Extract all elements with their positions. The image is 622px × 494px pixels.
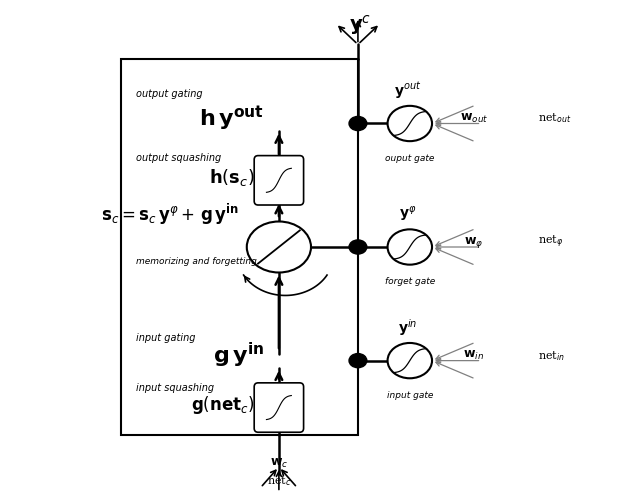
Text: output gating: output gating [136,89,202,99]
Ellipse shape [349,354,367,368]
Text: net$_{\varphi}$: net$_{\varphi}$ [538,234,564,250]
FancyBboxPatch shape [254,383,304,432]
Text: $\mathbf{y}^c$: $\mathbf{y}^c$ [350,13,371,37]
Text: $\mathbf{y}^{\varphi}$: $\mathbf{y}^{\varphi}$ [399,206,416,224]
Text: $\mathbf{h}\,\mathbf{y}^{\mathbf{out}}$: $\mathbf{h}\,\mathbf{y}^{\mathbf{out}}$ [199,104,264,133]
Text: input squashing: input squashing [136,383,214,393]
Text: memorizing and forgetting: memorizing and forgetting [136,257,256,266]
Text: forget gate: forget gate [384,277,435,286]
Text: input gate: input gate [387,391,433,400]
Text: $\mathbf{y}^{out}$: $\mathbf{y}^{out}$ [394,81,421,101]
Text: $\mathbf{g}\,\mathbf{y}^{\mathbf{in}}$: $\mathbf{g}\,\mathbf{y}^{\mathbf{in}}$ [213,341,264,370]
Text: net$_{in}$: net$_{in}$ [538,349,565,363]
Text: $\mathbf{h}(\mathbf{s}_c)$: $\mathbf{h}(\mathbf{s}_c)$ [208,167,254,188]
Text: output squashing: output squashing [136,153,221,163]
Bar [121,59,358,435]
Text: input gating: input gating [136,333,195,343]
Text: net$_{out}$: net$_{out}$ [538,112,572,125]
Text: net$_c$: net$_c$ [267,474,291,488]
Text: $\mathbf{w}_{in}$: $\mathbf{w}_{in}$ [463,349,485,362]
Text: $\mathbf{y}^{in}$: $\mathbf{y}^{in}$ [398,317,417,338]
Text: $\mathbf{w}_{\varphi}$: $\mathbf{w}_{\varphi}$ [465,235,484,249]
Ellipse shape [349,240,367,254]
Ellipse shape [388,343,432,378]
Text: ouput gate: ouput gate [385,154,435,163]
Text: $\mathbf{w}_{out}$: $\mathbf{w}_{out}$ [460,112,488,125]
Text: $\mathbf{g}(\mathbf{net}_c)$: $\mathbf{g}(\mathbf{net}_c)$ [190,394,254,416]
FancyBboxPatch shape [254,156,304,205]
Ellipse shape [388,106,432,141]
Ellipse shape [247,221,311,273]
Ellipse shape [349,117,367,130]
Text: $\mathbf{w}_c$: $\mathbf{w}_c$ [270,457,288,470]
Ellipse shape [388,229,432,265]
Text: $\mathbf{s}_c = \mathbf{s}_c\,\mathbf{y}^{\varphi}+\,\mathbf{g}\,\mathbf{y}^{\ma: $\mathbf{s}_c = \mathbf{s}_c\,\mathbf{y}… [101,202,239,227]
